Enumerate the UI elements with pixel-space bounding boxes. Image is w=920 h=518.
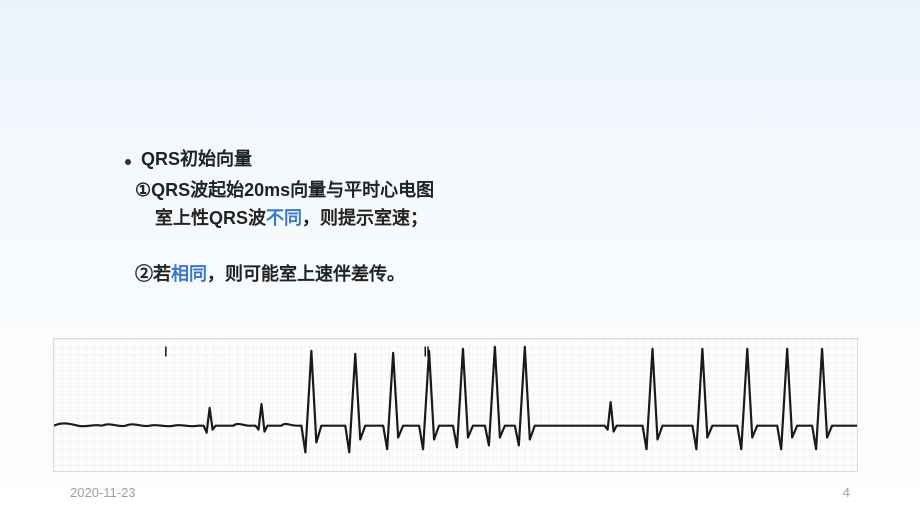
- point-1-text-c: ，则提示室速；: [302, 208, 428, 228]
- point-1-line-2: 室上性QRS波不同，则提示室速；: [155, 205, 725, 233]
- ecg-grid: [54, 339, 857, 471]
- lead-label-1: Ⅰ: [164, 346, 168, 361]
- ecg-strip: Ⅰ Ⅱ: [53, 338, 858, 472]
- point-1-marker: ①: [135, 180, 151, 200]
- point-1-text-a: QRS波起始20ms向量与平时心电图: [151, 180, 434, 200]
- bullet-heading-row: QRS初始向量: [125, 145, 725, 171]
- bullet-dot-icon: [125, 159, 131, 165]
- point-1-line-1: ①QRS波起始20ms向量与平时心电图: [135, 177, 725, 205]
- footer-date: 2020-11-23: [70, 485, 136, 500]
- footer-page: 4: [843, 485, 850, 500]
- point-1-text-b: 室上性QRS波: [155, 208, 266, 228]
- content-block: QRS初始向量 ①QRS波起始20ms向量与平时心电图 室上性QRS波不同，则提…: [125, 145, 725, 289]
- point-2-line: ②若相同，则可能室上速伴差传。: [135, 261, 725, 289]
- ecg-svg: Ⅰ Ⅱ: [54, 339, 857, 471]
- bullet-heading: QRS初始向量: [141, 145, 252, 171]
- point-2-text-b: ，则可能室上速伴差传。: [207, 264, 405, 284]
- slide: QRS初始向量 ①QRS波起始20ms向量与平时心电图 室上性QRS波不同，则提…: [0, 0, 920, 518]
- point-2-marker: ②: [135, 264, 153, 284]
- point-2-text-a: 若: [153, 264, 171, 284]
- point-1-highlight: 不同: [266, 208, 302, 228]
- point-2-highlight: 相同: [171, 264, 207, 284]
